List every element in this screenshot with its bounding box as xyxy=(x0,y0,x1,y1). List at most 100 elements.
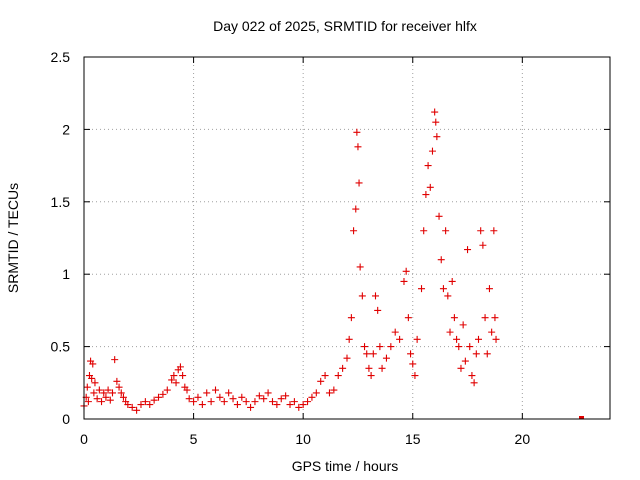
data-point xyxy=(251,398,259,406)
data-point xyxy=(426,183,434,191)
data-point xyxy=(102,393,110,401)
data-point xyxy=(108,389,116,397)
data-point xyxy=(225,389,233,397)
data-point xyxy=(88,374,96,382)
data-point xyxy=(115,383,123,391)
data-point xyxy=(347,314,355,322)
y-tick-label: 2 xyxy=(62,121,70,137)
data-point xyxy=(190,398,198,406)
data-point xyxy=(420,227,428,235)
data-point xyxy=(137,401,145,409)
data-point xyxy=(354,143,362,151)
data-point xyxy=(448,277,456,285)
data-point xyxy=(325,389,333,397)
data-point xyxy=(242,398,250,406)
x-tick-label: 20 xyxy=(515,431,531,447)
data-point xyxy=(179,372,187,380)
y-axis-label: SRMTID / TECUs xyxy=(5,183,21,293)
data-point xyxy=(321,372,329,380)
data-point xyxy=(185,395,193,403)
data-point xyxy=(159,390,167,398)
plot-frame xyxy=(83,56,611,420)
data-point xyxy=(111,356,119,364)
data-point xyxy=(371,292,379,300)
data-point xyxy=(90,389,98,397)
x-ticks: 0 5 10 15 20 xyxy=(80,57,530,447)
data-point xyxy=(422,191,430,199)
data-point xyxy=(361,343,369,351)
data-point xyxy=(464,246,472,254)
data-point xyxy=(472,350,480,358)
data-point xyxy=(203,389,211,397)
data-point xyxy=(363,350,371,358)
data-point xyxy=(396,335,404,343)
data-point xyxy=(466,343,474,351)
data-point xyxy=(273,401,281,409)
data-point xyxy=(255,392,263,400)
data-point xyxy=(367,372,375,380)
data-point xyxy=(95,386,103,394)
data-point xyxy=(481,314,489,322)
data-point xyxy=(168,376,176,384)
data-point xyxy=(170,372,178,380)
data-point xyxy=(459,321,467,329)
data-point xyxy=(411,372,419,380)
data-point xyxy=(350,227,358,235)
data-point xyxy=(407,350,415,358)
data-point xyxy=(312,389,320,397)
data-point xyxy=(334,372,342,380)
data-point xyxy=(89,360,97,368)
data-points xyxy=(80,108,585,419)
data-point xyxy=(488,328,496,336)
data-point xyxy=(428,147,436,155)
data-point xyxy=(468,372,476,380)
data-point xyxy=(490,227,498,235)
data-point xyxy=(98,398,106,406)
data-point xyxy=(475,335,482,343)
data-point xyxy=(413,335,421,343)
data-point xyxy=(176,363,184,371)
data-point xyxy=(444,292,452,300)
data-point xyxy=(216,393,224,401)
data-point xyxy=(391,328,399,336)
data-point xyxy=(247,403,255,411)
data-point xyxy=(233,401,241,409)
data-point xyxy=(183,386,191,394)
data-point xyxy=(404,314,412,322)
data-point xyxy=(432,118,440,126)
data-point xyxy=(400,277,408,285)
data-point xyxy=(453,335,461,343)
data-point xyxy=(163,386,171,394)
data-point xyxy=(106,396,114,404)
data-point xyxy=(439,285,447,293)
data-point xyxy=(229,395,237,403)
data-point xyxy=(84,398,92,406)
data-point xyxy=(424,162,432,170)
data-point xyxy=(194,393,202,401)
data-point xyxy=(308,393,316,401)
x-tick-label: 10 xyxy=(295,431,311,447)
data-point xyxy=(104,386,112,394)
data-point xyxy=(446,328,454,336)
y-tick-label: 2.5 xyxy=(51,49,71,65)
data-point xyxy=(365,364,373,372)
data-point xyxy=(491,314,499,322)
data-point xyxy=(483,350,491,358)
data-point xyxy=(172,379,180,387)
data-point xyxy=(113,377,121,385)
data-point xyxy=(330,386,338,394)
data-point xyxy=(207,398,215,406)
data-point xyxy=(382,354,390,362)
data-point xyxy=(286,401,294,409)
data-point xyxy=(124,401,132,409)
data-point xyxy=(435,212,443,220)
data-point xyxy=(433,133,441,141)
data-point xyxy=(369,350,377,358)
data-point xyxy=(268,398,276,406)
data-point xyxy=(198,401,206,409)
data-point xyxy=(91,379,99,387)
data-point xyxy=(238,393,246,401)
data-point xyxy=(150,396,158,404)
data-point xyxy=(485,285,493,293)
